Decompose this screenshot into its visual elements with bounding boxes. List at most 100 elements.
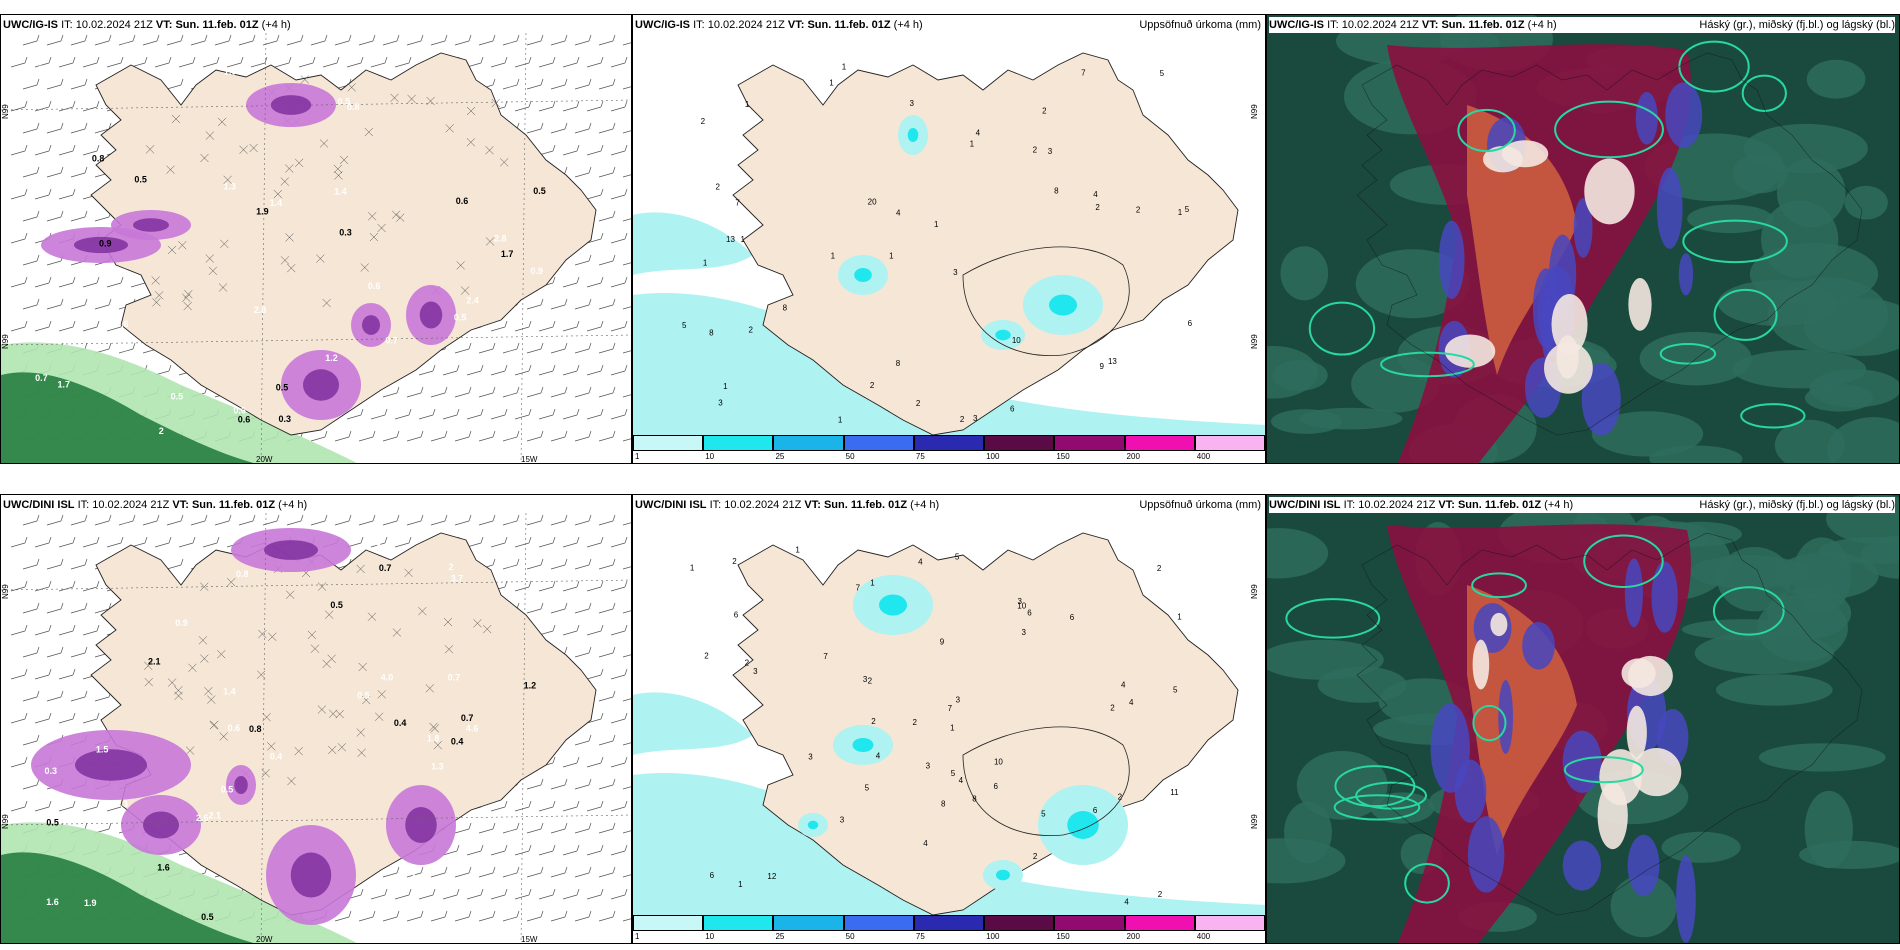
wind-barb: [310, 40, 326, 46]
precip-value-label: 1: [831, 251, 836, 260]
wind-barb: [586, 106, 602, 112]
hatch-mark: [319, 139, 329, 148]
wind-barb: [610, 718, 626, 724]
wind-barb-flag: [624, 408, 628, 416]
gust-value-label: 0.5: [221, 785, 234, 795]
wind-barb: [358, 916, 374, 922]
wind-barb: [574, 784, 590, 790]
wind-barb-flag: [612, 166, 616, 174]
wind-barb: [454, 520, 470, 526]
wind-barb-flag: [552, 56, 556, 64]
wind-barb-flag: [528, 888, 532, 896]
gust-value-label: 1.2: [325, 353, 338, 363]
wind-barb-flag: [96, 800, 100, 808]
precip-value-label: 4: [896, 209, 901, 218]
wind-barb: [610, 238, 626, 244]
precip-area-mid: [1049, 294, 1077, 316]
gust-value-label: 1.4: [223, 686, 236, 696]
wind-barb-flag: [420, 386, 424, 394]
wind-barb-flag: [96, 580, 100, 588]
low-cloud-streak: [1627, 834, 1660, 897]
clear-patch: [1490, 612, 1508, 637]
clear-patch: [1482, 145, 1524, 173]
wind-barb-flag: [408, 408, 412, 416]
hatch-mark: [337, 743, 347, 752]
wind-barb-flag: [516, 910, 520, 918]
wind-barb-flag: [504, 320, 508, 328]
wind-barb: [382, 40, 398, 46]
wind-barb-flag: [576, 320, 580, 328]
hatch-mark: [285, 590, 295, 599]
gust-value-label: 1.0: [224, 67, 237, 77]
wind-barb: [574, 348, 590, 354]
wind-barb: [10, 106, 26, 112]
wind-barb: [58, 718, 74, 724]
wind-barb: [562, 806, 578, 812]
precip-value-label: 6: [1070, 613, 1075, 622]
wind-barb: [514, 542, 530, 548]
cloud-edge-contour: [1472, 704, 1507, 742]
wind-barb-flag: [624, 232, 628, 240]
wind-barb: [598, 84, 614, 90]
precip-value-label: 3: [956, 695, 961, 704]
wind-barb-flag: [156, 514, 160, 522]
wind-barb: [610, 674, 626, 680]
wind-barb: [598, 828, 614, 834]
hatch-mark: [258, 629, 267, 639]
wind-barb-flag: [36, 166, 40, 174]
wind-barb: [466, 894, 482, 900]
wind-panel-dini: UWC/DINI ISL IT: 10.02.2024 21Z VT: Sun.…: [0, 494, 632, 944]
wind-barb: [442, 850, 458, 856]
wind-barb: [610, 762, 626, 768]
wind-barb-flag: [624, 624, 628, 632]
wind-barb: [10, 62, 26, 68]
wind-barb: [622, 130, 631, 134]
wind-barb-flag: [396, 514, 400, 522]
wind-barb: [550, 872, 566, 878]
wind-barb: [10, 674, 26, 680]
wind-barb: [358, 520, 374, 526]
hatch-mark: [144, 677, 153, 687]
wind-barb: [406, 40, 422, 46]
wind-barb: [574, 392, 590, 398]
wind-barb-flag: [384, 536, 388, 544]
wind-barb: [514, 586, 530, 592]
wind-barb-flag: [516, 514, 520, 522]
wind-barb: [34, 806, 50, 812]
colorbar-swatch: [913, 435, 985, 451]
hatch-mark: [145, 145, 155, 154]
precip-value-label: 6: [1010, 405, 1015, 414]
wind-barb: [574, 40, 590, 46]
wind-barb-flag: [216, 56, 220, 64]
wind-barb-flag: [564, 558, 568, 566]
cloud-blob: [1661, 831, 1741, 863]
precip-value-label: 8: [709, 329, 714, 338]
wind-barb: [490, 62, 506, 68]
wind-barb: [58, 674, 74, 680]
wind-barb: [598, 564, 614, 570]
wind-barb-flag: [468, 386, 472, 394]
precip-area-mid: [1067, 811, 1099, 839]
wind-barb: [34, 542, 50, 548]
colorbar-tick-label: 1: [635, 932, 640, 941]
wind-barb: [622, 394, 631, 398]
wind-barb-flag: [264, 56, 268, 64]
wind-barb: [358, 40, 374, 46]
precip-value-label: 10: [994, 757, 1003, 766]
gust-core: [362, 315, 380, 335]
wind-barb-flag: [552, 364, 556, 372]
wind-barb: [10, 282, 26, 288]
wind-barb-flag: [60, 166, 64, 174]
precip-value-label: 2: [1157, 564, 1162, 573]
wind-barb: [454, 40, 470, 46]
wind-barb: [430, 40, 446, 46]
wind-panel-ig: UWC/IG-IS IT: 10.02.2024 21Z VT: Sun. 11…: [0, 14, 632, 464]
cloud-blob: [1639, 331, 1752, 386]
wind-barb-flag: [252, 34, 256, 42]
wind-barb-flag: [24, 320, 28, 328]
gust-value-label: 0.7: [448, 672, 461, 682]
wind-barb: [118, 348, 134, 354]
wind-barb: [34, 586, 50, 592]
wind-barb: [574, 172, 590, 178]
it-label: IT:: [1343, 499, 1356, 511]
